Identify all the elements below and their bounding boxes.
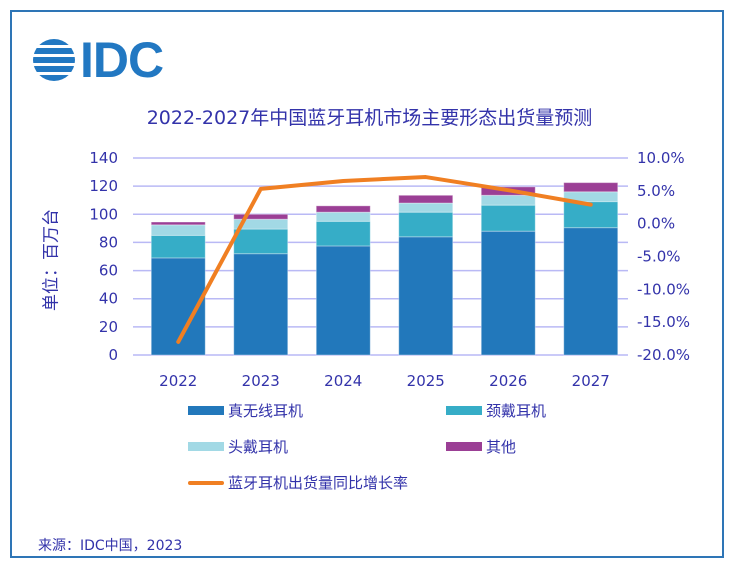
y2-tick-label: -15.0% (637, 313, 690, 331)
source-note: 来源：IDC中国，2023 (38, 538, 183, 554)
bar-segment-other (150, 221, 206, 226)
bar-segment-tws (398, 236, 454, 356)
bar-segment-neckband (233, 228, 289, 255)
bars (150, 182, 619, 356)
bar-segment-other (398, 194, 454, 204)
legend-label: 蓝牙耳机出货量同比增长率 (228, 474, 409, 492)
idc-logo: IDC (32, 32, 164, 88)
legend-item-growth: 蓝牙耳机出货量同比增长率 (188, 472, 408, 493)
idc-globe-icon (33, 39, 75, 81)
y-tick-label: 80 (99, 233, 118, 251)
y2-tick-label: 0.0% (637, 215, 675, 233)
x-tick-label: 2026 (489, 372, 527, 390)
growth-line-group (176, 175, 593, 344)
y2-tick-label: -5.0% (637, 248, 681, 266)
x-tick-label: 2027 (572, 372, 610, 390)
bar-segment-headphone (480, 194, 536, 206)
legend-item-other: 其他 (446, 436, 516, 457)
bar-segment-headphone (398, 202, 454, 213)
legend-label: 其他 (486, 438, 517, 456)
legend-swatch-neckband (446, 406, 482, 415)
y-tick-label: 100 (89, 205, 118, 223)
legend-swatch-growth (188, 480, 224, 485)
bar-segment-neckband (480, 204, 536, 232)
legend-swatch-headphone (188, 442, 224, 451)
left-axis-ticks: 0 20 40 60 80 100 120 140 (89, 149, 118, 364)
bar-segment-neckband (150, 234, 206, 259)
bar-segment-tws (563, 227, 619, 356)
y-tick-label: 40 (99, 290, 118, 308)
bar-segment-other (563, 182, 619, 193)
x-tick-label: 2025 (407, 372, 445, 390)
legend-label: 颈戴耳机 (486, 402, 547, 420)
bar-segment-neckband (315, 220, 371, 247)
y-tick-label: 120 (89, 177, 118, 195)
legend-swatch-other (446, 442, 482, 451)
legend-item-tws: 真无线耳机 (188, 400, 303, 421)
bar-segment-other (315, 205, 371, 213)
bar-segment-other (233, 213, 289, 220)
legend-label: 真无线耳机 (228, 402, 304, 420)
y2-tick-label: 10.0% (637, 149, 685, 167)
y-tick-label: 60 (99, 262, 118, 280)
y2-tick-label: -20.0% (637, 346, 690, 364)
legend-item-neckband: 颈戴耳机 (446, 400, 546, 421)
bar-segment-neckband (398, 211, 454, 238)
legend-label: 头戴耳机 (228, 438, 289, 456)
logo-text: IDC (80, 32, 164, 88)
y-tick-label: 140 (89, 149, 118, 167)
y-tick-label: 0 (108, 346, 118, 364)
y2-tick-label: -10.0% (637, 280, 690, 298)
x-axis-ticks: 2022 2023 2024 2025 2026 2027 (159, 372, 610, 390)
y-tick-label: 20 (99, 318, 118, 336)
x-tick-label: 2022 (159, 372, 197, 390)
legend-item-headphone: 头戴耳机 (188, 436, 288, 457)
y2-tick-label: 5.0% (637, 182, 675, 200)
bar-segment-headphone (315, 211, 371, 222)
right-axis-ticks: -20.0% -15.0% -10.0% -5.0% 0.0% 5.0% 10.0% (637, 149, 690, 364)
bar-segment-tws (233, 253, 289, 356)
bar-segment-tws (480, 230, 536, 356)
legend-swatch-tws (188, 406, 224, 415)
gridlines (133, 157, 628, 356)
bar-segment-headphone (150, 224, 206, 236)
x-tick-label: 2023 (242, 372, 280, 390)
growth-rate-line (176, 175, 593, 344)
x-tick-label: 2024 (324, 372, 362, 390)
bar-segment-tws (315, 245, 371, 356)
chart-title: 2022-2027年中国蓝牙耳机市场主要形态出货量预测 (146, 107, 593, 129)
